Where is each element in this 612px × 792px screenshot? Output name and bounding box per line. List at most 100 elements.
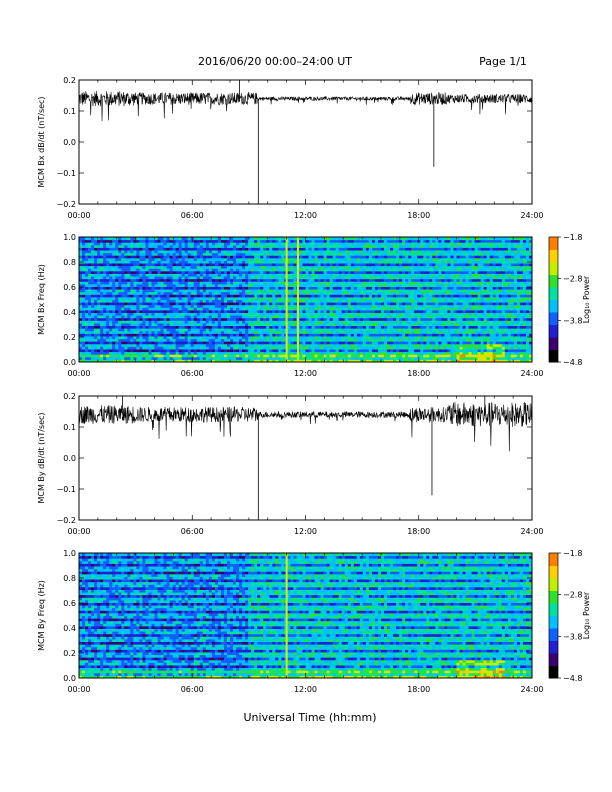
spectrogram-cell [263,328,267,332]
spectrogram-cell [193,237,198,241]
spectrogram-cell [362,265,367,269]
spectrogram-cell [371,348,376,353]
spectrogram-cell [359,302,364,306]
spectrogram-cell [133,270,137,274]
spectrogram-cell [112,283,116,287]
spectrogram-cell [311,296,316,300]
spectrogram-cell [151,291,155,295]
spectrogram-cell [85,237,89,241]
spectrogram-cell [127,260,131,264]
spectrogram-cell [266,270,270,274]
spectrogram-cell [332,302,337,306]
spectrogram-cell [239,286,243,290]
spectrogram-cell [314,335,319,340]
spectrogram-cell [311,354,316,358]
spectrogram-cell [254,289,258,293]
spectrogram-cell [332,252,337,256]
spectrogram-cell [371,283,376,287]
spectrogram-cell [269,341,273,345]
spectrogram-cell [242,309,246,314]
spectrogram-cell [245,270,249,274]
spectrogram-cell [311,330,316,334]
spectrogram-cell [100,242,104,246]
spectrogram-cell [242,338,246,342]
spectrogram-cell [160,260,165,264]
spectrogram-cell [103,328,107,332]
spectrogram-cell [290,346,294,350]
spectrogram-cell [184,270,189,274]
spectrogram-cell [230,356,234,360]
spectrogram-cell [193,252,198,256]
spectrogram-cell [278,338,282,342]
spectrogram-cell [190,257,195,261]
spectrogram-cell [160,309,165,314]
spectrogram-cell [151,359,155,363]
spectrogram-cell [208,273,213,277]
spectrogram-cell [220,307,225,311]
spectrogram-cell [196,250,201,254]
spectrogram-cell [338,260,343,264]
spectrogram-cell [130,351,134,355]
spectrogram-cell [106,296,110,300]
spectrogram-cell [103,252,107,256]
spectrogram-cell [112,278,116,282]
spectrogram-cell [323,302,328,306]
spectrogram-cell [317,328,322,332]
spectrogram-cell [308,346,313,350]
spectrogram-cell [157,247,162,251]
spectrogram-cell [136,283,140,287]
spectrogram-cell [335,278,340,282]
spectrogram-cell [272,341,276,345]
spectrogram-cell [239,237,243,241]
spectrogram-cell [335,302,340,306]
spectrogram-cell [166,346,171,350]
spectrogram-cell [381,273,385,277]
spectrogram-cell [257,335,261,340]
spectrogram-cell [263,237,267,241]
spectrogram-cell [196,343,201,347]
spectrogram-cell [226,312,231,316]
spectrogram-cell [384,320,388,324]
spectrogram-cell [365,263,370,267]
spectrogram-cell [172,312,177,316]
spectrogram-cell [374,307,379,311]
spectrogram-cell [196,257,201,261]
spectrogram-cell [136,273,140,277]
spectrogram-cell [311,283,316,287]
spectrogram-cell [344,242,349,246]
spectrogram-cell [368,281,373,285]
spectrogram-cell [103,359,107,363]
spectrogram-cell [142,320,146,324]
spectrogram-cell [178,273,183,277]
spectrogram-cell [148,354,152,358]
spectrogram-cell [115,346,119,350]
spectrogram-cell [211,242,216,246]
spectrogram-cell [88,330,92,334]
spectrogram-cell [299,286,303,290]
spectrogram-cell [384,299,388,303]
spectrogram-cell [305,260,310,264]
x-tick-label: 24:00 [520,211,543,220]
spectrogram-cell [233,322,237,327]
spectrogram-cell [211,273,216,277]
spectrogram-cell [112,356,116,360]
spectrogram-cell [169,309,174,314]
spectrogram-cell [236,281,240,285]
spectrogram-cell [109,291,113,295]
spectrogram-cell [332,304,337,308]
spectrogram-cell [169,281,174,285]
spectrogram-cell [308,250,313,254]
spectrogram-cell [377,322,382,327]
spectrogram-cell [178,348,183,353]
spectrogram-cell [205,237,210,241]
spectrogram-cell [172,255,177,259]
spectrogram-cell [169,242,174,246]
spectrogram-cell [323,333,328,337]
spectrogram-cell [166,330,171,334]
spectrogram-cell [205,273,210,277]
spectrogram-cell [314,348,319,353]
spectrogram-cell [154,286,159,290]
spectrogram-cell [97,273,101,277]
spectrogram-cell [124,354,128,358]
spectrogram-cell [94,359,98,363]
